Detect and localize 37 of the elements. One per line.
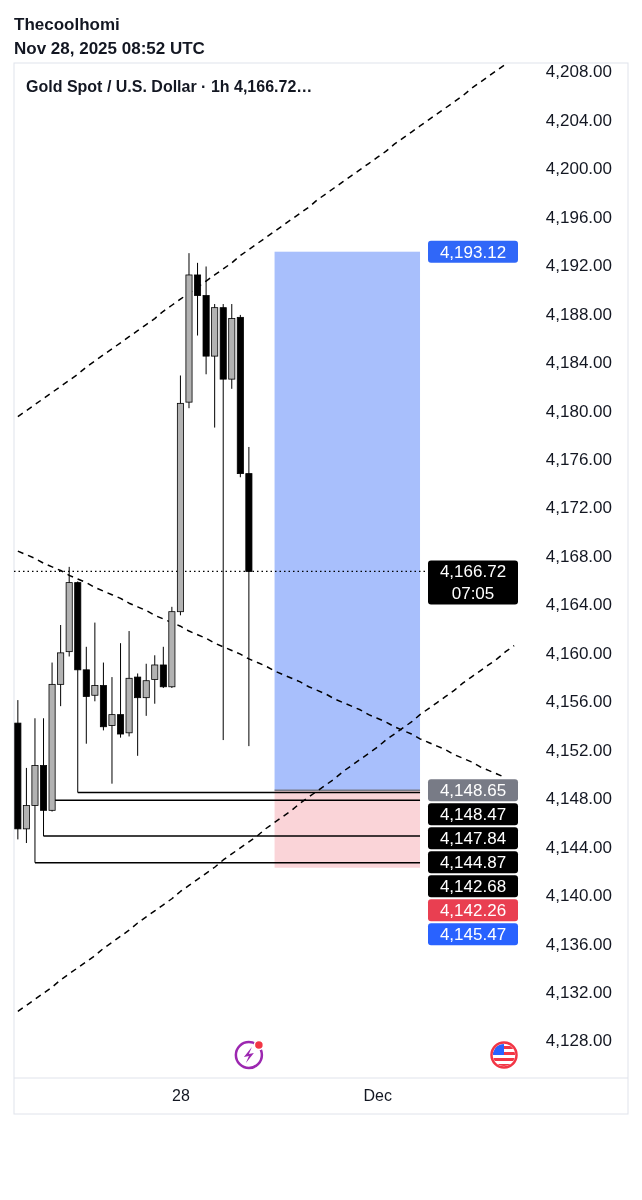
y-tick-label: 4,128.00	[545, 1031, 612, 1051]
y-tick-label: 4,160.00	[545, 643, 612, 663]
x-tick-label: 28	[172, 1087, 190, 1105]
data-label: 4,148.47	[439, 805, 507, 825]
ref-line-label: 4,166.72 07:05	[439, 562, 507, 604]
y-tick-label: 4,188.00	[545, 304, 612, 324]
data-label: 4,142.68	[439, 877, 507, 897]
y-tick-label: 4,196.00	[545, 207, 612, 227]
y-tick-label: 4,148.00	[545, 789, 612, 809]
annotation: 4,145.47	[439, 925, 507, 945]
y-tick-label: 4,180.00	[545, 401, 612, 421]
line-series	[17, 63, 507, 418]
y-tick-label: 4,168.00	[545, 546, 612, 566]
y-tick-label: 4,172.00	[545, 498, 612, 518]
y-tick-label: 4,176.00	[545, 450, 612, 470]
y-tick-label: 4,144.00	[545, 837, 612, 857]
data-label: 4,147.84	[439, 829, 507, 849]
x-tick-label: Dec	[363, 1087, 392, 1105]
candlestick	[151, 654, 159, 705]
y-tick-label: 4,192.00	[545, 256, 612, 276]
y-tick-label: 4,132.00	[545, 982, 612, 1002]
y-tick-label: 4,200.00	[545, 159, 612, 179]
y-tick-label: 4,208.00	[545, 62, 612, 82]
chart-subtitle: Nov 28, 2025 08:52 UTC	[14, 39, 205, 58]
y-tick-label: 4,152.00	[545, 740, 612, 760]
annotation: Gold Spot / U.S. Dollar · 1h 4,166.72…	[26, 78, 313, 95]
y-tick-label: 4,204.00	[545, 110, 612, 130]
chart-title: Thecoolhomi	[14, 15, 120, 34]
band-label: 4,142.26	[439, 901, 507, 921]
band-label: 4,193.12	[439, 242, 507, 262]
y-tick-label: 4,136.00	[545, 934, 612, 954]
data-label: 4,148.65	[439, 781, 507, 801]
y-tick-label: 4,164.00	[545, 595, 612, 615]
y-tick-label: 4,156.00	[545, 692, 612, 712]
data-label: 4,144.87	[439, 853, 507, 873]
y-tick-label: 4,140.00	[545, 886, 612, 906]
y-tick-label: 4,184.00	[545, 353, 612, 373]
